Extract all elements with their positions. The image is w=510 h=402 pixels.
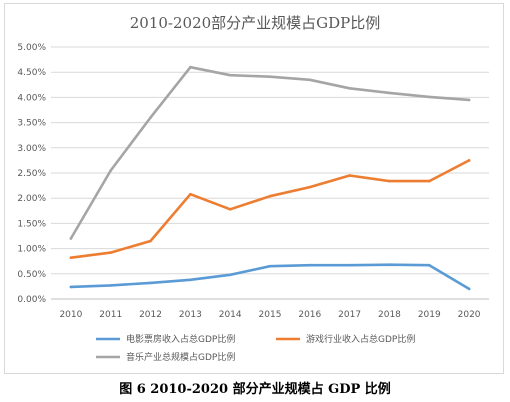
series-lines bbox=[69, 65, 471, 291]
data-point bbox=[388, 263, 391, 267]
x-tick-label: 2014 bbox=[219, 310, 242, 320]
y-tick-label: 0.50% bbox=[17, 270, 46, 280]
series-line-1 bbox=[69, 263, 471, 291]
y-tick-label: 4.00% bbox=[17, 93, 46, 103]
x-tick-label: 2016 bbox=[298, 310, 321, 320]
data-point bbox=[348, 87, 351, 90]
legend-label: 游戏行业收入占总GDP比例 bbox=[306, 333, 415, 345]
y-tick-label: 1.50% bbox=[17, 219, 46, 229]
x-tick-label: 2017 bbox=[338, 310, 361, 320]
figure-caption: 图 6 2010-2020 部分产业规模占 GDP 比例 bbox=[119, 381, 391, 397]
x-axis-ticks: 2010 2011 2012 2013 2014 2015 2016 2017 2018 2019… bbox=[59, 310, 480, 320]
data-point bbox=[308, 185, 312, 189]
x-tick-label: 2012 bbox=[139, 310, 162, 320]
data-point bbox=[427, 263, 431, 267]
x-tick-label: 2011 bbox=[99, 310, 122, 320]
data-point bbox=[69, 256, 73, 259]
y-axis-ticks: 0.00% 0.50% 1.00% 1.50% 2.00% 2.50% 3.00% 3.50%… bbox=[17, 43, 46, 305]
y-tick-label: 3.00% bbox=[17, 144, 46, 154]
gridlines bbox=[51, 46, 489, 300]
data-point bbox=[109, 169, 113, 172]
data-point bbox=[189, 278, 192, 282]
data-point bbox=[189, 192, 192, 196]
data-point bbox=[69, 237, 73, 240]
data-point bbox=[308, 263, 312, 267]
y-tick-label: 0.00% bbox=[17, 295, 46, 305]
data-point bbox=[189, 65, 192, 69]
data-point bbox=[228, 207, 232, 211]
x-tick-label: 2013 bbox=[179, 310, 202, 320]
data-point bbox=[228, 73, 232, 77]
data-point bbox=[109, 284, 113, 287]
y-tick-label: 5.00% bbox=[17, 43, 46, 53]
x-tick-label: 2015 bbox=[259, 310, 282, 320]
data-point bbox=[427, 95, 431, 99]
chart-frame bbox=[4, 3, 504, 374]
data-point bbox=[268, 194, 272, 198]
data-point bbox=[467, 159, 471, 162]
data-point bbox=[467, 287, 471, 291]
data-point bbox=[69, 285, 73, 289]
data-point bbox=[348, 174, 351, 177]
legend-label: 电影票房收入占总GDP比例 bbox=[126, 333, 235, 345]
y-tick-label: 2.50% bbox=[17, 169, 46, 179]
data-point bbox=[149, 116, 152, 119]
x-tick-label: 2020 bbox=[458, 310, 481, 320]
legend-label: 音乐产业总规模占GDP比例 bbox=[126, 351, 235, 363]
data-point bbox=[149, 281, 152, 285]
data-point bbox=[228, 273, 232, 277]
data-point bbox=[268, 75, 272, 79]
data-point bbox=[268, 264, 272, 268]
x-tick-label: 2019 bbox=[418, 310, 441, 320]
data-point bbox=[467, 98, 471, 102]
y-tick-label: 1.00% bbox=[17, 245, 46, 255]
data-point bbox=[348, 263, 351, 267]
y-tick-label: 3.50% bbox=[17, 119, 46, 129]
x-tick-label: 2018 bbox=[378, 310, 401, 320]
data-point bbox=[427, 179, 431, 183]
data-point bbox=[149, 239, 152, 243]
y-tick-label: 2.00% bbox=[17, 194, 46, 204]
y-tick-label: 4.50% bbox=[17, 68, 46, 78]
data-point bbox=[388, 179, 391, 183]
series-line-2 bbox=[69, 159, 471, 260]
data-point bbox=[308, 78, 312, 82]
data-point bbox=[109, 251, 113, 254]
x-tick-label: 2010 bbox=[59, 310, 82, 320]
chart-title: 2010-2020部分产业规模占GDP比例 bbox=[130, 14, 381, 32]
data-point bbox=[388, 91, 391, 95]
series-line-3 bbox=[69, 65, 471, 240]
